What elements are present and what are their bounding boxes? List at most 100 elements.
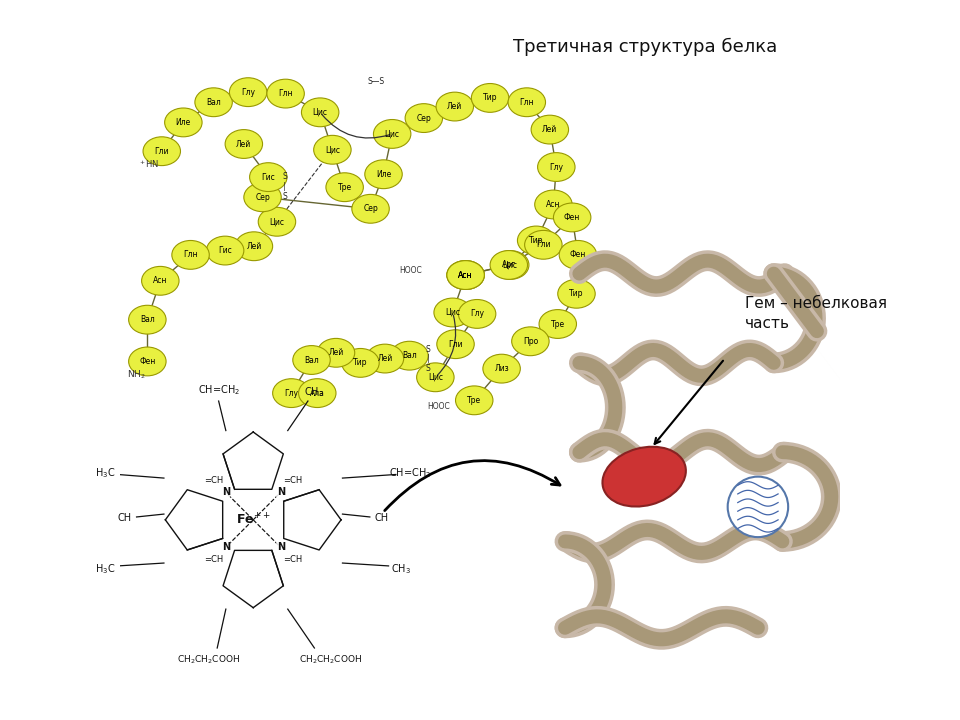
Text: Глу: Глу [284, 389, 299, 397]
Ellipse shape [373, 120, 411, 148]
Text: Цис: Цис [503, 261, 517, 269]
Text: Глу: Глу [549, 163, 564, 171]
Ellipse shape [405, 104, 443, 132]
Text: Асн: Асн [153, 276, 168, 285]
Text: |: | [283, 182, 286, 192]
Ellipse shape [142, 266, 180, 295]
Text: Сер: Сер [417, 114, 431, 122]
Text: N: N [222, 487, 229, 498]
Text: Фен: Фен [569, 251, 587, 259]
Text: Вал: Вал [140, 315, 155, 324]
Ellipse shape [559, 240, 596, 269]
Text: CH$_2$CH$_2$COOH: CH$_2$CH$_2$COOH [177, 654, 240, 667]
Text: Лей: Лей [447, 102, 463, 111]
Text: =CH: =CH [283, 476, 302, 485]
Ellipse shape [471, 84, 509, 112]
Ellipse shape [540, 310, 576, 338]
Ellipse shape [293, 346, 330, 374]
Text: Иле: Иле [376, 170, 391, 179]
Text: Глн: Глн [183, 251, 198, 259]
Text: H$_3$C: H$_3$C [95, 466, 116, 480]
Text: Иле: Иле [176, 118, 191, 127]
Text: Тир: Тир [569, 289, 584, 298]
Ellipse shape [273, 379, 310, 408]
Ellipse shape [367, 344, 403, 373]
Text: Арг: Арг [502, 261, 516, 269]
Text: Цис: Цис [313, 108, 327, 117]
Ellipse shape [490, 251, 528, 279]
Ellipse shape [258, 207, 296, 236]
Text: Глу: Глу [470, 310, 484, 318]
Text: Тре: Тре [468, 396, 481, 405]
Ellipse shape [365, 160, 402, 189]
Text: CH$_3$: CH$_3$ [304, 384, 324, 399]
Text: =CH: =CH [204, 555, 223, 564]
Text: Асн: Асн [458, 271, 473, 279]
Text: S—S: S—S [368, 76, 385, 86]
Text: Лей: Лей [247, 242, 261, 251]
Ellipse shape [538, 153, 575, 181]
Text: Фен: Фен [139, 357, 156, 366]
Text: Тир: Тир [529, 236, 543, 245]
Ellipse shape [524, 230, 562, 259]
Text: |: | [427, 354, 429, 364]
Ellipse shape [535, 190, 572, 219]
Text: S: S [426, 364, 430, 373]
Ellipse shape [531, 115, 568, 144]
Ellipse shape [446, 261, 484, 289]
Ellipse shape [235, 232, 273, 261]
Text: Цис: Цис [445, 308, 460, 317]
Text: Вал: Вал [402, 351, 417, 360]
Ellipse shape [195, 88, 232, 117]
Text: Гли: Гли [536, 240, 551, 249]
Ellipse shape [206, 236, 244, 265]
Ellipse shape [314, 135, 351, 164]
Ellipse shape [267, 79, 304, 108]
Text: Цис: Цис [270, 217, 284, 226]
Text: Лей: Лей [328, 348, 344, 357]
Text: Цис: Цис [324, 145, 340, 154]
Circle shape [728, 477, 788, 537]
Text: Вал: Вал [206, 98, 221, 107]
Ellipse shape [512, 327, 549, 356]
Ellipse shape [492, 251, 529, 279]
Text: H$_3$C: H$_3$C [95, 562, 116, 576]
Text: Асн: Асн [546, 200, 561, 209]
Text: Лей: Лей [377, 354, 393, 363]
Ellipse shape [326, 173, 363, 202]
Text: Глн: Глн [278, 89, 293, 98]
Ellipse shape [436, 92, 473, 121]
Text: Гис: Гис [261, 173, 276, 181]
Ellipse shape [301, 98, 339, 127]
Ellipse shape [352, 194, 390, 223]
Text: Ала: Ала [310, 389, 324, 397]
Text: N: N [276, 487, 285, 498]
Text: Асн: Асн [458, 271, 473, 279]
Ellipse shape [165, 108, 203, 137]
Text: =CH: =CH [283, 555, 302, 564]
Ellipse shape [391, 341, 428, 370]
Text: Тре: Тре [338, 183, 351, 192]
Text: CH$_2$CH$_2$COOH: CH$_2$CH$_2$COOH [300, 654, 363, 667]
Ellipse shape [129, 305, 166, 334]
Text: Сер: Сер [363, 204, 378, 213]
Text: Лей: Лей [236, 140, 252, 148]
Text: Тир: Тир [353, 359, 368, 367]
Ellipse shape [456, 386, 493, 415]
Ellipse shape [558, 279, 595, 308]
Ellipse shape [342, 348, 379, 377]
Text: S: S [282, 192, 287, 201]
Text: Глу: Глу [241, 88, 255, 96]
Text: S: S [282, 171, 287, 181]
Ellipse shape [517, 226, 555, 255]
Text: N: N [276, 542, 285, 552]
Ellipse shape [172, 240, 209, 269]
Ellipse shape [417, 363, 454, 392]
Ellipse shape [299, 379, 336, 408]
Ellipse shape [434, 298, 471, 327]
Text: HOOC: HOOC [399, 266, 422, 275]
Ellipse shape [459, 300, 495, 328]
Text: Тре: Тре [551, 320, 564, 328]
Text: Гли: Гли [155, 147, 169, 156]
Text: Тир: Тир [483, 94, 497, 102]
